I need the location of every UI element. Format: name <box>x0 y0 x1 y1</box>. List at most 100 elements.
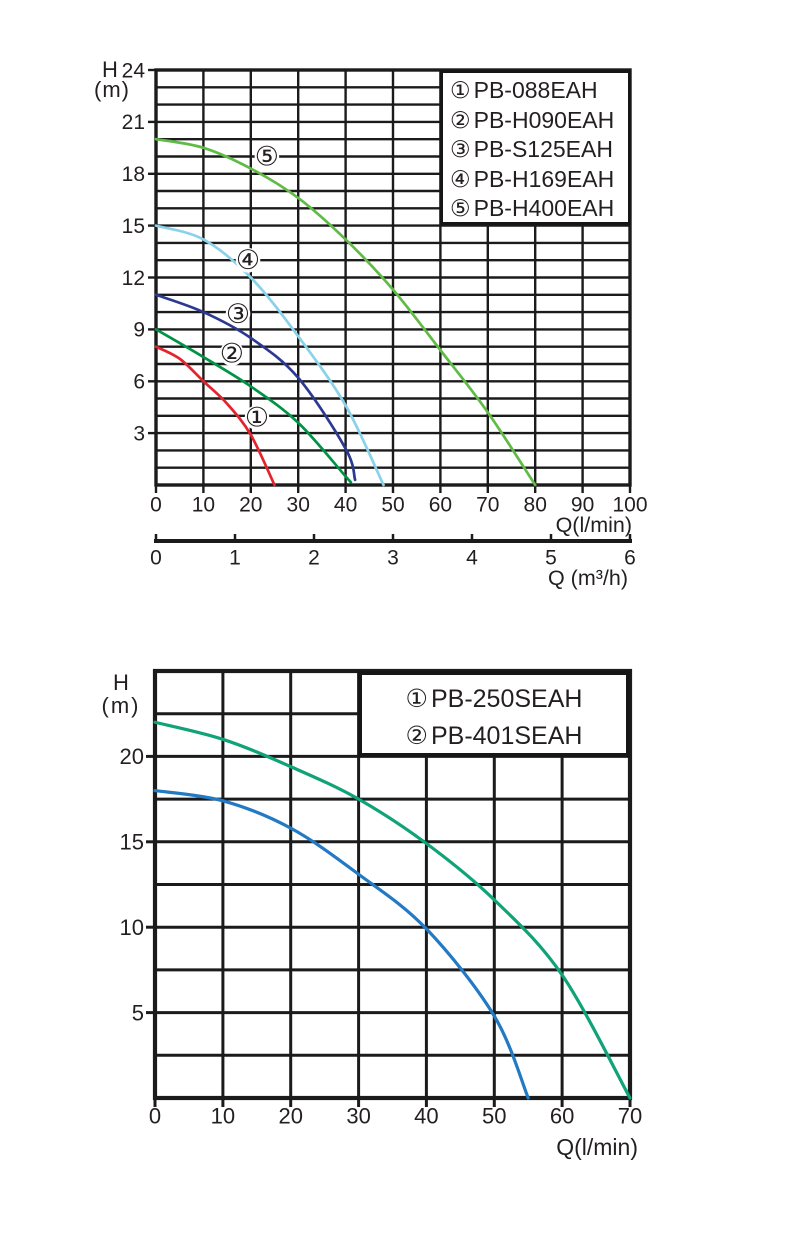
x2-tick-label: 3 <box>387 546 399 569</box>
y-axis-ticks: 3 6 9 12 15 18 21 24 <box>122 59 156 446</box>
curve-PB-088EAH <box>154 345 276 487</box>
chart2-y-axis-title-unit: (m) <box>101 693 141 718</box>
series-PB-H169EAH <box>154 224 385 487</box>
x2-axis: 0 1 2 3 4 5 6 <box>150 534 636 569</box>
series-PB-250SEAH <box>153 788 530 1100</box>
legend-marker-icon: ② <box>405 722 428 750</box>
y-tick-label: 5 <box>132 1000 144 1025</box>
y-tick-label: 9 <box>133 319 145 342</box>
chart1-y-axis-title-unit: (m) <box>94 77 130 102</box>
legend-item-PB-H400EAH: ⑤ PB-H400EAH <box>450 194 628 224</box>
legend-marker-icon: ② <box>450 106 471 133</box>
x-axis-ticks: 0 10 20 30 40 50 60 70 <box>149 1098 642 1129</box>
legend-label: PB-088EAH <box>473 77 598 103</box>
legend-label: PB-H090EAH <box>473 106 615 133</box>
legend-marker-icon: ⑤ <box>450 195 471 222</box>
x2-tick-label: 4 <box>466 546 478 569</box>
curve-PB-250SEAH <box>153 788 530 1100</box>
x-tick-label: 70 <box>618 1104 642 1129</box>
x-tick-label: 30 <box>287 493 310 516</box>
x-tick-label: 40 <box>414 1104 438 1129</box>
x-tick-label: 80 <box>524 493 547 516</box>
chart2-y-axis-title-symbol: H <box>113 670 129 695</box>
curve-label-glyph: ① <box>245 403 269 433</box>
x-tick-label: 0 <box>149 1104 161 1129</box>
curve-PB-S125EAH <box>154 293 357 482</box>
x2-tick-label: 5 <box>545 546 557 569</box>
y-tick-label: 20 <box>120 744 144 769</box>
x-tick-label: 50 <box>381 493 404 516</box>
y-tick-label: 18 <box>122 163 145 186</box>
y-tick-label: 12 <box>122 267 145 290</box>
x-tick-label: 30 <box>346 1104 370 1129</box>
y-tick-label: 15 <box>122 215 145 238</box>
chart1-y-axis-title-symbol: H <box>102 57 118 82</box>
chart2-legend: ① PB-250SEAH ② PB-401SEAH <box>358 671 630 757</box>
series-PB-S125EAH <box>154 293 357 482</box>
curve-PB-H400EAH <box>154 137 537 487</box>
x-tick-label: 0 <box>150 493 162 516</box>
curve-label-mask <box>219 341 245 366</box>
chart2-x-axis-title: Q(l/min) <box>556 1134 638 1160</box>
legend-marker-icon: ③ <box>450 136 471 163</box>
x-tick-label: 50 <box>482 1104 506 1129</box>
chart1-legend: ① PB-088EAH ② PB-H090EAH ③ PB-S125EAH ④ PB-H169… <box>440 70 631 225</box>
legend-marker-icon: ④ <box>450 165 471 192</box>
legend-label: PB-S125EAH <box>473 136 613 163</box>
x-tick-label: 100 <box>612 493 647 516</box>
legend-item-PB-088EAH: ① PB-088EAH <box>450 76 628 106</box>
series-PB-H400EAH <box>154 137 537 487</box>
curve-label-⑤: ⑤ <box>254 142 280 172</box>
curve-label-mask <box>244 405 270 430</box>
legend-label: PB-250SEAH <box>430 685 583 713</box>
x-tick-label: 60 <box>550 1104 574 1129</box>
chart2: 5 10 15 20 0 10 20 30 40 50 60 70 <box>120 668 642 1129</box>
legend-label: PB-H400EAH <box>473 195 615 222</box>
legend-item-PB-250SEAH: ① PB-250SEAH <box>406 681 583 718</box>
curve-label-④: ④ <box>235 245 261 275</box>
x2-tick-label: 2 <box>308 546 320 569</box>
x-axis-ticks: 0 10 20 30 40 50 60 70 80 90 100 <box>150 485 648 516</box>
x2-tick-label: 1 <box>229 546 241 569</box>
series-PB-H090EAH <box>154 328 353 484</box>
legend-item-PB-H169EAH: ④ PB-H169EAH <box>450 165 628 195</box>
legend-marker-icon: ① <box>405 685 428 713</box>
legend-item-PB-401SEAH: ② PB-401SEAH <box>406 718 583 755</box>
legend-label: PB-401SEAH <box>430 722 583 750</box>
chart1-x-axis-title: Q(l/min) <box>555 513 632 537</box>
curve-label-mask <box>235 247 261 273</box>
x-tick-label: 20 <box>278 1104 302 1129</box>
curve-label-①: ① <box>244 403 270 433</box>
legend-item-PB-S125EAH: ③ PB-S125EAH <box>450 135 628 165</box>
legend-item-PB-H090EAH: ② PB-H090EAH <box>450 106 628 136</box>
series-PB-088EAH <box>154 345 276 487</box>
h-gridlines <box>155 712 630 1057</box>
curve-label-glyph: ④ <box>236 245 260 275</box>
y-tick-label: 10 <box>120 915 144 940</box>
curve-label-mask <box>254 144 280 169</box>
curve-label-glyph: ⑤ <box>255 142 279 172</box>
chart1-x2-axis-title: Q (m³/h) <box>547 566 628 590</box>
curve-label-glyph: ③ <box>226 299 250 329</box>
x-tick-label: 40 <box>334 493 357 516</box>
legend-marker-icon: ① <box>450 77 471 103</box>
x2-tick-label: 6 <box>624 546 636 569</box>
series-PB-401SEAH <box>153 720 632 1100</box>
curve-label-③: ③ <box>225 299 251 329</box>
x-tick-label: 10 <box>192 493 215 516</box>
x2-tick-label: 0 <box>150 546 162 569</box>
curve-PB-H090EAH <box>154 328 353 484</box>
curve-label-glyph: ② <box>220 339 244 369</box>
x-tick-label: 60 <box>429 493 452 516</box>
y-tick-label: 6 <box>133 371 145 394</box>
y-axis-ticks: 5 10 15 20 <box>120 744 155 1025</box>
curve-PB-H169EAH <box>154 224 385 487</box>
curve-PB-401SEAH <box>153 720 632 1100</box>
y-tick-label: 24 <box>122 59 146 82</box>
legend-label: PB-H169EAH <box>473 165 615 192</box>
y-tick-label: 21 <box>122 111 145 134</box>
y-tick-label: 3 <box>133 423 145 446</box>
curve-label-mask <box>225 301 251 327</box>
